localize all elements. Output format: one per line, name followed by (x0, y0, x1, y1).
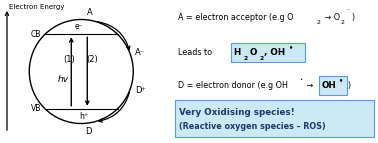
Text: 2: 2 (244, 56, 248, 61)
Text: Very Oxidising species!: Very Oxidising species! (179, 108, 294, 117)
Text: ⁻: ⁻ (346, 9, 349, 14)
Text: Leads to: Leads to (178, 48, 212, 57)
Text: H: H (234, 48, 241, 57)
Text: 2: 2 (340, 20, 344, 25)
Text: D = electron donor (e.g OH: D = electron donor (e.g OH (178, 81, 288, 90)
Text: e⁻: e⁻ (75, 22, 84, 31)
Text: A = electron acceptor (e.g O: A = electron acceptor (e.g O (178, 13, 293, 22)
Text: hv: hv (58, 75, 69, 84)
Text: Electron Energy: Electron Energy (9, 4, 64, 10)
Text: 2: 2 (316, 20, 320, 25)
FancyBboxPatch shape (231, 43, 305, 62)
Text: h⁺: h⁺ (79, 112, 88, 121)
Text: A⁻: A⁻ (135, 48, 145, 57)
Text: (2): (2) (87, 55, 98, 64)
Text: CB: CB (31, 30, 41, 39)
Text: OH: OH (321, 81, 336, 90)
Text: → O: → O (322, 13, 340, 22)
Text: •: • (300, 77, 303, 82)
Text: (Reactive oxygen species – ROS): (Reactive oxygen species – ROS) (179, 122, 325, 131)
Text: D⁺: D⁺ (135, 86, 146, 95)
Text: A: A (87, 8, 92, 17)
Text: 2: 2 (259, 56, 263, 61)
Text: •: • (288, 44, 293, 50)
Text: ): ) (351, 13, 354, 22)
FancyBboxPatch shape (175, 100, 374, 137)
Text: ): ) (347, 81, 350, 90)
FancyBboxPatch shape (319, 76, 347, 95)
Text: •: • (338, 77, 342, 83)
Text: →: → (304, 81, 313, 90)
Text: (1): (1) (64, 55, 75, 64)
Text: O: O (249, 48, 257, 57)
Text: D: D (85, 127, 92, 136)
Text: , OH: , OH (264, 48, 285, 57)
Text: VB: VB (31, 104, 41, 113)
